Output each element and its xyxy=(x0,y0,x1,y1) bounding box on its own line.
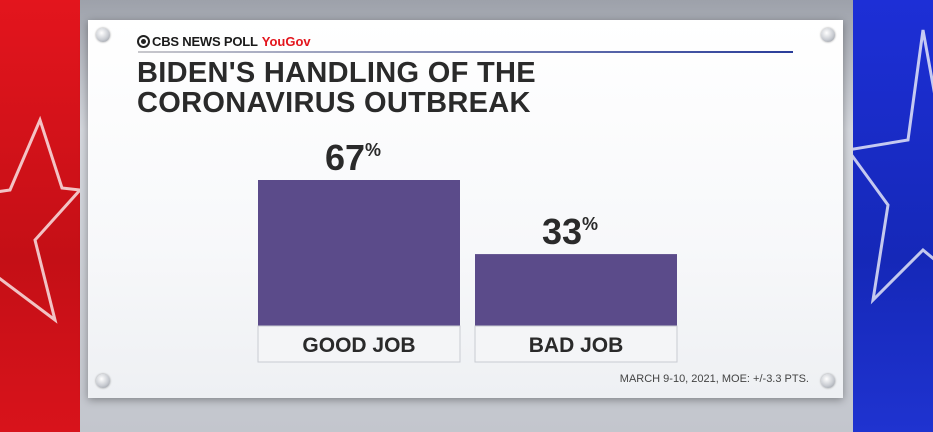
poll-footnote: MARCH 9-10, 2021, MOE: +/-3.3 PTS. xyxy=(619,373,809,385)
blue-background xyxy=(853,0,933,432)
bolt-icon xyxy=(821,374,835,388)
bar-chart: 67% GOOD JOB 33% BAD JOB xyxy=(257,137,678,363)
brand-header: CBS NEWS POLL YouGov xyxy=(137,32,311,50)
category-label: BAD JOB xyxy=(529,334,624,357)
category-label: GOOD JOB xyxy=(302,334,415,357)
brand-network: CBS NEWS POLL xyxy=(152,33,258,49)
chart-title-line-1: BIDEN'S HANDLING OF THE xyxy=(137,57,536,89)
brand-partner: YouGov xyxy=(261,33,311,49)
chart-title-line-2: CORONAVIRUS OUTBREAK xyxy=(137,87,531,119)
header-divider xyxy=(138,51,793,53)
value-label: 33% xyxy=(542,211,598,252)
chart-title: BIDEN'S HANDLING OF THE CORONAVIRUS OUTB… xyxy=(137,58,697,118)
red-background xyxy=(0,0,80,432)
category-label-box xyxy=(474,325,678,363)
bar-bad-job xyxy=(475,254,677,326)
bolt-icon xyxy=(821,28,835,42)
bolt-icon xyxy=(96,374,110,388)
poll-graphic-panel: CBS NEWS POLL YouGov BIDEN'S HANDLING OF… xyxy=(88,20,843,398)
star-outline-icon-left xyxy=(0,115,80,324)
category-label-box xyxy=(257,325,461,363)
value-label: 67% xyxy=(325,137,381,178)
star-outline-icon-right xyxy=(853,29,933,305)
bar-good-job xyxy=(258,180,460,326)
cbs-eye-logo-icon xyxy=(137,34,150,48)
bolt-icon xyxy=(96,28,110,42)
